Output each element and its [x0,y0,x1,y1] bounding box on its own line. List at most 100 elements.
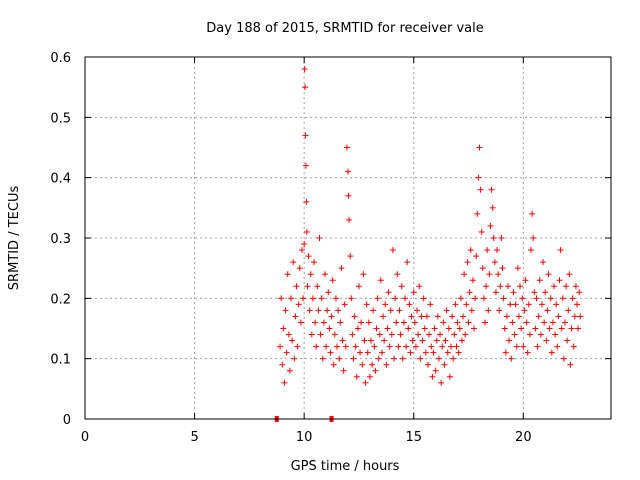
data-point [570,343,577,350]
data-point [471,325,478,332]
data-point [454,319,461,326]
data-point [376,331,383,338]
data-point [540,259,547,266]
data-point [518,325,525,332]
data-point [452,301,459,308]
data-point [339,337,346,344]
data-point [511,331,518,338]
data-point [567,361,574,368]
data-point [439,343,446,350]
data-point [350,355,357,362]
data-point [387,307,394,314]
data-point [489,204,496,211]
data-point [368,337,375,344]
data-point [432,367,439,374]
data-point [395,343,402,350]
data-point [437,331,444,338]
gridlines [85,57,611,419]
y-tick-label: 0 [63,413,71,428]
data-point [496,307,503,314]
data-point [300,295,307,302]
data-point [398,283,405,290]
data-point [303,198,310,205]
data-point [492,289,499,296]
data-point [345,192,352,199]
data-point [510,289,517,296]
x-tick-label: 10 [296,430,313,445]
data-point [512,301,519,308]
data-point [426,331,433,338]
data-point [380,313,387,320]
data-point [403,343,410,350]
data-point [551,283,558,290]
data-point [450,355,457,362]
data-point [385,289,392,296]
data-point [324,307,331,314]
data-point [427,301,434,308]
data-point [382,301,389,308]
data-point [514,265,521,272]
data-point [565,307,572,314]
data-point [315,307,322,314]
data-point [326,325,333,332]
axis-ticks: 0 0.1 0.2 0.3 0.4 0.5 0.6 0 5 10 15 20 [50,51,611,445]
data-point [330,361,337,368]
data-point [384,325,391,332]
data-point [503,313,510,320]
data-point [297,319,304,326]
data-point [576,289,583,296]
data-point [473,253,480,260]
data-point [544,307,551,314]
data-point [404,259,411,266]
data-point [453,343,460,350]
data-point [467,247,474,254]
data-point [560,355,567,362]
data-point [325,289,332,296]
data-point [563,283,570,290]
y-tick-label: 0.1 [50,353,71,368]
data-point [434,313,441,320]
data-point [374,295,381,302]
data-point [521,307,528,314]
data-point [411,319,418,326]
data-point [504,283,511,290]
data-point [446,373,453,380]
data-point [486,271,493,278]
data-point [290,259,297,266]
data-point [391,355,398,362]
data-point [281,379,288,386]
data-point [410,289,417,296]
x-tick-label: 15 [405,430,422,445]
data-point [280,325,287,332]
data-point [335,307,342,314]
data-point [543,337,550,344]
data-point [433,337,440,344]
data-point [568,325,575,332]
data-point [311,259,318,266]
data-point [389,247,396,254]
data-point [421,325,428,332]
data-point [347,253,354,260]
data-point [553,301,560,308]
data-point [306,307,313,314]
data-point [397,331,404,338]
data-point [313,343,320,350]
data-point [526,331,533,338]
data-point [302,162,309,169]
y-tick-label: 0.3 [50,232,71,247]
data-point [308,331,315,338]
data-point [341,301,348,308]
data-point [449,313,456,320]
data-point [513,343,520,350]
data-point [441,361,448,368]
data-point [574,301,581,308]
data-point [277,343,284,350]
data-point [291,355,298,362]
data-point [530,235,537,241]
data-point [515,313,522,320]
data-point [508,355,515,362]
data-point [431,325,438,332]
data-point [352,343,359,350]
data-point [288,295,295,302]
data-point [418,313,425,320]
